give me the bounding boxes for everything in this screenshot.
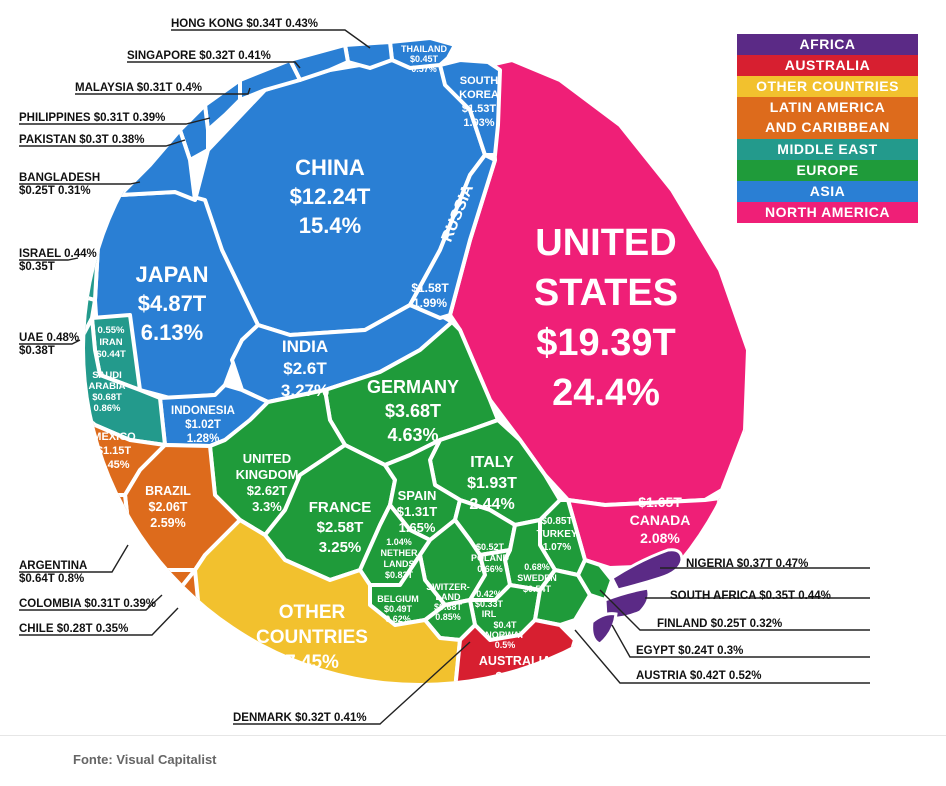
- label-australia: AUSTRALIA $1.32T 1.67%: [479, 654, 551, 700]
- source-credit: Fonte: Visual Capitalist: [73, 752, 217, 767]
- label-germany: GERMANY $3.68T 4.63%: [367, 377, 459, 445]
- label-poland: $0.52T POLAND 0.66%: [471, 542, 510, 574]
- label-indonesia: INDONESIA $1.02T 1.28%: [171, 405, 235, 445]
- label-japan: JAPAN $4.87T 6.13%: [136, 262, 209, 345]
- legend-swatch-latin-america-and-caribbean: [737, 97, 918, 139]
- callout-chile: CHILE $0.28T 0.35%: [19, 623, 128, 635]
- label-turkey: $0.85T TURKEY 1.07%: [536, 516, 577, 553]
- legend-label-north-america: NORTH AMERICA: [765, 204, 890, 220]
- leader-colombia: [19, 594, 163, 611]
- callout-bangladesh: BANGLADESH $0.25T 0.31%: [19, 172, 100, 197]
- leader-bangladesh: [19, 181, 141, 185]
- label-united-kingdom: UNITED KINGDOM $2.62T 3.3%: [236, 451, 299, 514]
- legend-label-other-countries: OTHER COUNTRIES: [756, 78, 899, 94]
- cell-hong-kong: [343, 40, 394, 70]
- label-irl: 0.42% $0.33T IRL: [475, 589, 504, 619]
- callout-denmark: DENMARK $0.32T 0.41%: [233, 712, 367, 724]
- cell-russia: [408, 153, 497, 320]
- legend-swatch-north-america: [737, 202, 918, 223]
- callout-pakistan: PAKISTAN $0.3T 0.38%: [19, 134, 144, 146]
- label-china: CHINA $12.24T 15.4%: [290, 155, 371, 238]
- label-south-korea: SOUTH KOREA $1.53T 1.93%: [459, 75, 499, 129]
- callout-singapore: SINGAPORE $0.32T 0.41%: [127, 50, 271, 62]
- callout-austria: AUSTRIA $0.42T 0.52%: [636, 670, 761, 682]
- cell-thailand: [388, 36, 457, 70]
- label-sweden: 0.68% SWEDEN $0.54T: [517, 562, 557, 594]
- label-france: FRANCE $2.58T 3.25%: [309, 499, 372, 556]
- legend-swatch-middle-east: [737, 139, 918, 160]
- leader-israel: [19, 257, 79, 261]
- label-switzerland: SWITZER-LAND $0.68T 0.85%: [426, 582, 470, 622]
- callout-malaysia: MALAYSIA $0.31T 0.4%: [75, 82, 202, 94]
- callout-colombia: COLOMBIA $0.31T 0.39%: [19, 598, 156, 610]
- leader-pakistan: [19, 139, 186, 147]
- leader-chile: [19, 607, 179, 636]
- callout-uae: UAE 0.48% $0.38T: [19, 332, 79, 357]
- leader-hong-kong: [171, 29, 371, 49]
- cell-south-korea: [438, 58, 502, 157]
- label-belgium: BELGIUM $0.49T 0.62%: [377, 594, 419, 624]
- cell-south-africa: [603, 586, 651, 620]
- legend-label-africa: AFRICA: [800, 36, 856, 52]
- leader-egypt: [611, 624, 870, 658]
- label-italy: ITALY $1.93T 2.44%: [467, 454, 517, 513]
- leader-denmark: [233, 641, 471, 725]
- leader-uae: [19, 339, 81, 345]
- label-thailand: THAILAND $0.45T 0.57%: [401, 44, 447, 74]
- leader-singapore: [127, 61, 301, 69]
- cell-nigeria: [610, 548, 684, 592]
- label-norway: $0.4T NORWAY 0.5%: [485, 620, 525, 650]
- callout-argentina: ARGENTINA $0.64T 0.8%: [19, 560, 87, 585]
- callout-south-africa: SOUTH AFRICA $0.35T 0.44%: [670, 590, 831, 602]
- legend: AFRICA AUSTRALIA OTHER COUNTRIES LATIN AMER…: [737, 34, 918, 223]
- leader-austria: [574, 629, 870, 684]
- label-iran: 0.55% IRAN $0.44T: [96, 325, 126, 360]
- label-netherlands: 1.04% NETHER LANDS $0.83T: [380, 537, 418, 580]
- label-spain: SPAIN $1.31T 1.65%: [397, 488, 438, 535]
- callout-finland: FINLAND $0.25T 0.32%: [657, 618, 782, 630]
- legend-swatch-asia: [737, 181, 918, 202]
- label-brazil: BRAZIL $2.06T 2.59%: [145, 484, 191, 530]
- legend-label-latin-america-and-caribbean: LATIN AMERICA AND CARIBBEAN: [765, 99, 890, 135]
- leader-philippines: [19, 117, 211, 125]
- legend-swatch-europe: [737, 160, 918, 181]
- legend-swatch-australia: [737, 55, 918, 76]
- cell-australia: [453, 618, 577, 683]
- legend-label-asia: ASIA: [810, 183, 845, 199]
- label-saudi-arabia: SAUDI ARABIA $0.68T 0.86%: [89, 370, 126, 414]
- callout-nigeria: NIGERIA $0.37T 0.47%: [686, 558, 808, 570]
- leader-argentina: [19, 544, 129, 573]
- callout-israel: ISRAEL 0.44% $0.35T: [19, 248, 97, 273]
- leader-finland: [599, 589, 870, 631]
- cell-egypt: [590, 612, 618, 646]
- leader-malaysia: [75, 87, 251, 95]
- legend-label-middle-east: MIDDLE EAST: [777, 141, 877, 157]
- label-united-states: UNITED STATES $19.39T 24.4%: [534, 222, 678, 414]
- label-russia: $1.58T 1.99%: [411, 281, 449, 310]
- callout-philippines: PHILIPPINES $0.31T 0.39%: [19, 112, 165, 124]
- legend-swatch-africa: [737, 34, 918, 55]
- legend-label-europe: EUROPE: [796, 162, 858, 178]
- label-india: INDIA $2.6T 3.27%: [281, 337, 329, 400]
- callout-hong-kong: HONG KONG $0.34T 0.43%: [171, 18, 318, 30]
- label-other-countries: OTHER COUNTRIES 7.45%: [256, 602, 368, 673]
- legend-swatch-other-countries: [737, 76, 918, 97]
- footer-divider: [0, 735, 946, 736]
- legend-label-australia: AUSTRALIA: [785, 57, 870, 73]
- label-mexico: MEXICO $1.15T 1.45%: [92, 431, 136, 471]
- label-canada: $1.65T CANADA 2.08%: [630, 494, 691, 546]
- callout-egypt: EGYPT $0.24T 0.3%: [636, 645, 743, 657]
